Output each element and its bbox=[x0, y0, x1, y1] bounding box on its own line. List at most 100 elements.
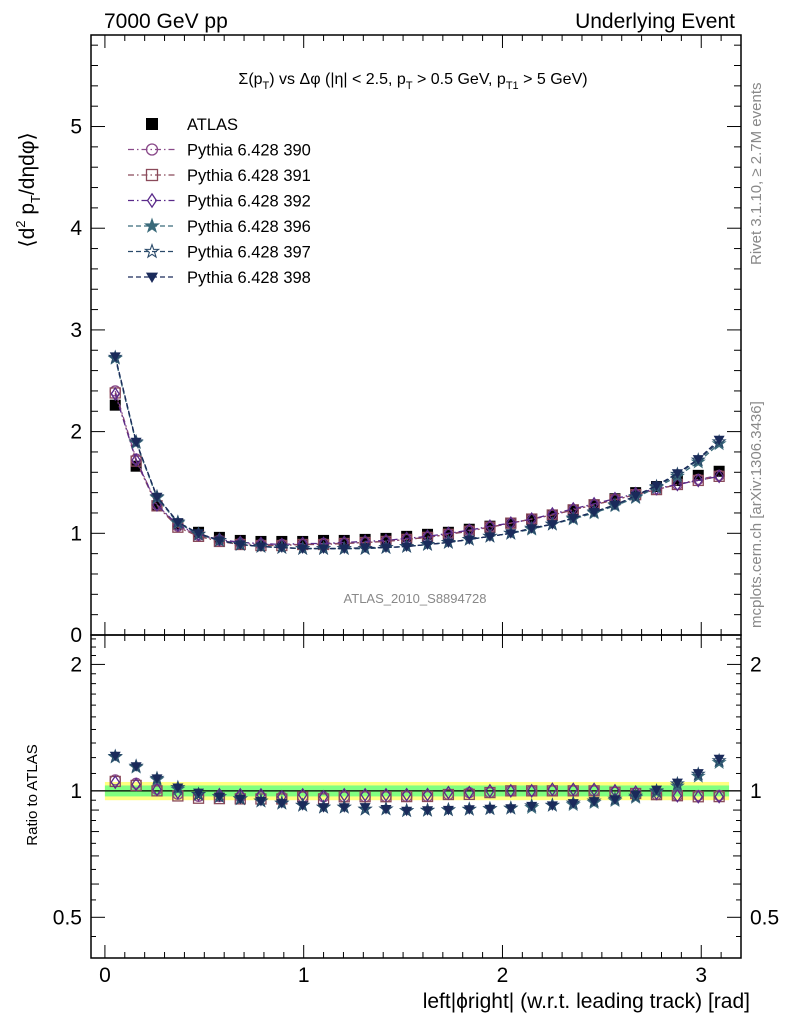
ratio-point bbox=[505, 804, 517, 814]
data-point bbox=[422, 528, 434, 540]
ratio-y-tick-label-right: 0.5 bbox=[750, 906, 779, 929]
data-point bbox=[567, 504, 579, 516]
data-point bbox=[110, 386, 121, 402]
ratio-point bbox=[692, 769, 704, 779]
ratio-point bbox=[671, 778, 683, 789]
data-point bbox=[714, 469, 724, 484]
ratio-point bbox=[713, 754, 725, 765]
series-line bbox=[114, 357, 720, 550]
ratio-point bbox=[297, 801, 309, 811]
ratio-point bbox=[567, 799, 579, 809]
legend-marker bbox=[146, 118, 158, 130]
data-point bbox=[672, 477, 683, 492]
ratio-point bbox=[422, 787, 433, 802]
series-line bbox=[114, 390, 720, 546]
ratio-point bbox=[401, 806, 413, 817]
header-left: 7000 GeV pp bbox=[104, 10, 228, 33]
legend-label: Pythia 6.428 396 bbox=[187, 218, 311, 236]
ratio-frame bbox=[90, 634, 742, 959]
legend-label: ATLAS bbox=[187, 116, 238, 134]
data-point bbox=[422, 540, 434, 550]
legend-entry: Pythia 6.428 392 bbox=[128, 193, 311, 211]
ratio-point bbox=[485, 783, 495, 799]
legend-entry: Pythia 6.428 390 bbox=[128, 142, 311, 160]
legend-entry: Pythia 6.428 397 bbox=[128, 242, 311, 262]
ratio-point bbox=[152, 782, 162, 797]
ratio-point bbox=[526, 783, 537, 799]
data-point bbox=[401, 530, 413, 542]
ratio-ylabel: Ratio to ATLAS bbox=[24, 744, 41, 845]
ratio-point bbox=[609, 795, 621, 805]
data-point bbox=[359, 543, 371, 554]
data-point bbox=[276, 543, 288, 554]
ratio-point bbox=[172, 783, 184, 794]
y-tick-label: 5 bbox=[70, 116, 82, 139]
data-point bbox=[297, 544, 309, 555]
x-axis-label: left|ϕright| (w.r.t. leading track) [rad… bbox=[423, 990, 750, 1013]
data-point bbox=[172, 518, 184, 528]
ratio-point bbox=[547, 782, 558, 797]
ratio-point bbox=[131, 777, 141, 792]
data-point bbox=[609, 500, 621, 511]
data-point bbox=[380, 532, 392, 544]
data-point bbox=[692, 455, 704, 465]
data-point bbox=[318, 534, 330, 546]
data-point bbox=[318, 544, 330, 555]
ratio-point bbox=[338, 803, 350, 813]
data-point bbox=[255, 542, 267, 553]
y-tick-label: 0 bbox=[70, 624, 82, 647]
ratio-series-6 bbox=[109, 751, 725, 817]
analysis-watermark: ATLAS_2010_S8894728 bbox=[344, 591, 487, 606]
data-point bbox=[671, 469, 683, 479]
data-point bbox=[151, 500, 163, 512]
data-point bbox=[401, 542, 413, 553]
ratio-point bbox=[109, 751, 121, 762]
data-point bbox=[463, 523, 475, 535]
ratio-point bbox=[693, 789, 704, 804]
data-point bbox=[546, 520, 558, 530]
legend-marker bbox=[143, 242, 161, 259]
legend-entry: Pythia 6.428 398 bbox=[128, 269, 311, 287]
data-point bbox=[567, 514, 579, 524]
data-point bbox=[505, 529, 517, 539]
series-3 bbox=[110, 386, 724, 552]
main-ylabel: ⟨d2 pT/dηdφ⟩ bbox=[13, 132, 43, 247]
ratio-point bbox=[463, 805, 475, 815]
mcplots-label: mcplots.cern.ch [arXiv:1306.3436] bbox=[748, 401, 765, 628]
ratio-point bbox=[193, 788, 205, 799]
series-0 bbox=[109, 399, 725, 547]
ratio-point bbox=[422, 806, 434, 816]
ratio-point bbox=[506, 783, 516, 799]
ratio-point bbox=[360, 787, 370, 802]
legend-label: Pythia 6.428 390 bbox=[187, 142, 311, 160]
ratio-point bbox=[380, 805, 392, 815]
data-point bbox=[234, 540, 246, 550]
data-point bbox=[131, 452, 141, 468]
x-tick-label: 1 bbox=[298, 964, 310, 987]
rivet-label: Rivet 3.1.10, ≥ 2.7M events bbox=[748, 83, 765, 266]
ratio-point bbox=[401, 787, 412, 802]
ratio-y-tick-label: 1 bbox=[70, 780, 82, 803]
data-point bbox=[213, 536, 225, 546]
y-tick-label: 2 bbox=[70, 421, 82, 444]
data-point bbox=[380, 543, 392, 554]
ratio-point bbox=[276, 799, 288, 809]
x-tick-label: 0 bbox=[99, 964, 111, 987]
ratio-point bbox=[359, 803, 371, 813]
ratio-point bbox=[546, 801, 558, 811]
series-4 bbox=[107, 350, 727, 555]
legend-marker bbox=[145, 168, 159, 182]
series-2 bbox=[109, 387, 725, 552]
legend-entry: Pythia 6.428 396 bbox=[128, 217, 311, 236]
y-tick-label: 4 bbox=[70, 217, 82, 240]
legend-marker bbox=[146, 192, 158, 209]
ratio-point bbox=[714, 789, 724, 804]
series-1 bbox=[109, 385, 725, 551]
legend: ATLAS Pythia 6.428 390 Pythia 6.428 391 Pyt… bbox=[128, 116, 311, 287]
data-point bbox=[463, 535, 475, 545]
series-line bbox=[114, 392, 720, 547]
legend-marker bbox=[145, 143, 159, 156]
ratio-point bbox=[318, 803, 330, 813]
legend-marker bbox=[145, 272, 159, 284]
data-point bbox=[359, 533, 371, 545]
